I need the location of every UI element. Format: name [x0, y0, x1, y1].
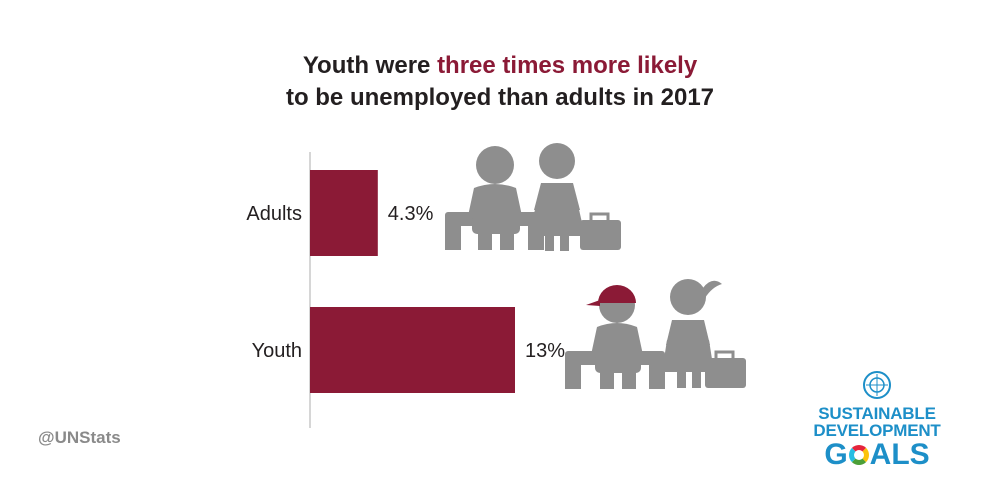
title-highlight: three times more likely: [437, 52, 698, 79]
briefcase-icon: [705, 350, 746, 388]
logo-line-1: SUSTAINABLE: [818, 404, 936, 423]
value-label-youth: 13%: [525, 340, 565, 362]
sdg-logo: SUSTAINABLE DEVELOPMENT G ALS: [812, 370, 942, 471]
briefcase-icon: [580, 212, 621, 250]
un-emblem-icon: [863, 371, 891, 399]
bar-youth: [310, 307, 515, 393]
logo-goals-g: G: [824, 438, 848, 471]
category-label-youth: Youth: [252, 340, 302, 362]
youth-girl-icon: [662, 279, 722, 388]
chart-title: Youth were three times more likely to be…: [0, 50, 1000, 114]
twitter-handle: @UNStats: [38, 428, 121, 447]
bars-group: Adults 4.3% Youth 13%: [246, 170, 565, 393]
category-label-adults: Adults: [246, 203, 302, 225]
title-part1: Youth were: [302, 52, 438, 79]
title-line2: to be unemployed than adults in 2017: [285, 84, 715, 111]
adult-man-icon: [445, 146, 545, 250]
sdg-wheel-icon: [848, 445, 869, 465]
adult-woman-icon: [529, 143, 585, 251]
youth-boy-icon: [565, 285, 665, 389]
logo-line-3: G ALS: [812, 439, 942, 471]
logo-goals-als: ALS: [869, 438, 930, 471]
value-label-adults: 4.3%: [388, 203, 434, 225]
bar-adults: [310, 170, 378, 256]
logo-line-2: DEVELOPMENT: [813, 421, 941, 440]
